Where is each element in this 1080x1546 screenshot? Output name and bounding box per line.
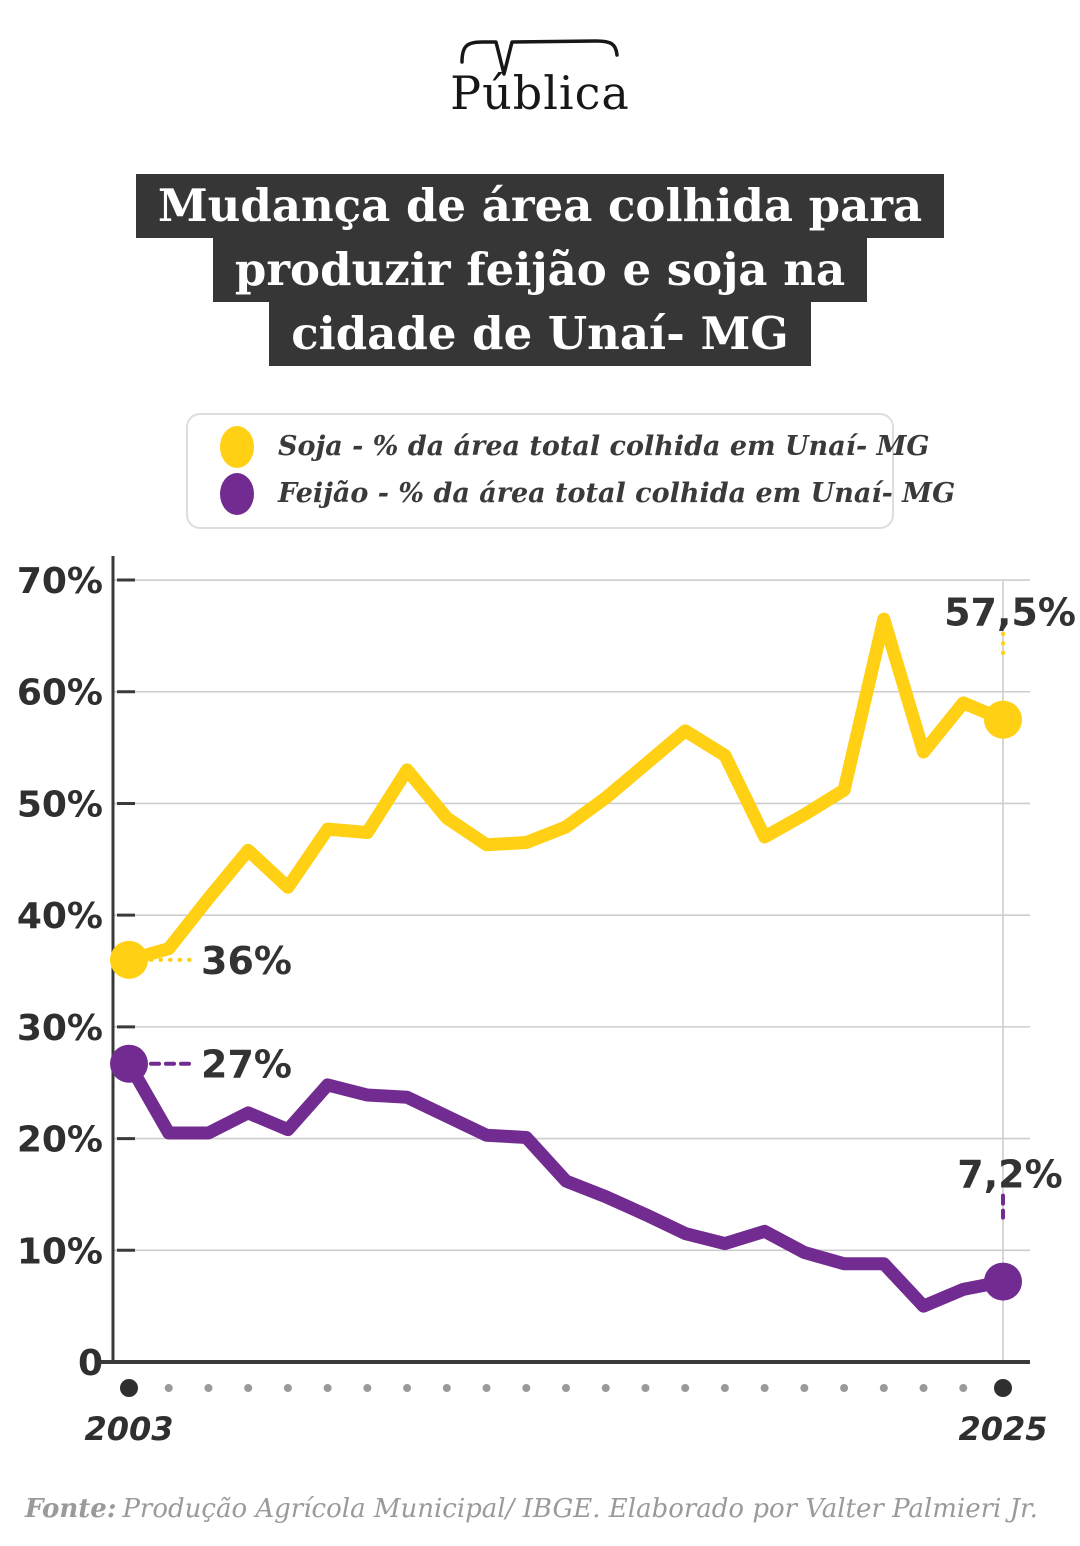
ytick-label-50: 50%: [17, 784, 103, 825]
ytick-label-40: 40%: [17, 896, 103, 937]
year-label-2025: 2025: [958, 1410, 1047, 1448]
source-text: Produção Agrícola Municipal/ IBGE. Elabo…: [122, 1494, 1038, 1524]
source-note: Fonte: Produção Agrícola Municipal/ IBGE.…: [25, 1494, 1038, 1524]
year-dot-minor: [442, 1384, 451, 1392]
soja-start-value-label: 36%: [201, 939, 292, 983]
feijao-end-dot: [983, 1262, 1022, 1301]
year-dot-minor: [363, 1384, 372, 1392]
year-dot-minor: [919, 1384, 928, 1392]
year-dot-minor: [800, 1384, 809, 1392]
legend-box: Soja - % da área total colhida em Unaí- …: [186, 413, 955, 529]
year-dot-minor: [959, 1384, 968, 1392]
title-line-3: cidade de Unaí- MG: [269, 302, 811, 366]
feijao-line: [122, 1057, 1010, 1313]
source-prefix: Fonte:: [25, 1494, 117, 1524]
year-dot-minor: [601, 1384, 610, 1392]
year-dot-minor: [482, 1384, 491, 1392]
publica-logo-wordmark: Pública: [450, 66, 630, 120]
soja-start-dot: [110, 940, 148, 979]
feijao-legend-dot-icon: [220, 472, 254, 515]
year-dot-minor: [403, 1384, 412, 1392]
year-dot-minor: [641, 1384, 650, 1392]
year-dot-minor: [760, 1384, 769, 1392]
title-line-2: produzir feijão e soja na: [212, 238, 868, 302]
ytick-label-70: 70%: [17, 561, 103, 602]
year-dot-2025: [993, 1379, 1012, 1397]
year-dot-minor: [840, 1384, 849, 1392]
soja-legend-label: Soja - % da área total colhida em Unaí- …: [278, 431, 930, 462]
ytick-label-0: 0: [78, 1343, 103, 1384]
year-dot-minor: [681, 1384, 690, 1392]
legend-item-feijao: Feijão - % da área total colhida em Unaí…: [188, 470, 955, 517]
soja-end-dot: [983, 700, 1022, 739]
ytick-label-30: 30%: [17, 1008, 103, 1049]
year-dot-2003: [120, 1379, 138, 1397]
chart-title: Mudança de área colhida para produzir fe…: [0, 174, 1080, 366]
year-dot-minor: [323, 1384, 332, 1392]
year-dot-minor: [244, 1384, 253, 1392]
year-dot-minor: [283, 1384, 292, 1392]
soja-end-value-label: 57,5%: [944, 591, 1076, 635]
year-dot-minor: [879, 1384, 888, 1392]
year-dot-minor: [204, 1384, 213, 1392]
ytick-label-20: 20%: [17, 1120, 103, 1161]
feijao-start-dot: [110, 1044, 148, 1083]
feijao-legend-label: Feijão - % da área total colhida em Unaí…: [278, 478, 956, 509]
ytick-label-60: 60%: [17, 673, 103, 714]
year-label-2003: 2003: [84, 1410, 173, 1448]
publica-logo-brace-icon: [460, 39, 619, 76]
legend-item-soja: Soja - % da área total colhida em Unaí- …: [188, 423, 930, 470]
year-dot-minor: [720, 1384, 729, 1392]
feijao-end-value-label: 7,2%: [957, 1153, 1062, 1197]
year-dot-minor: [164, 1384, 173, 1392]
soja-legend-dot-icon: [220, 425, 254, 468]
ytick-label-10: 10%: [17, 1231, 103, 1272]
title-line-1: Mudança de área colhida para: [135, 174, 945, 238]
year-dot-minor: [522, 1384, 531, 1392]
year-dot-minor: [561, 1384, 570, 1392]
soja-line: [122, 612, 1010, 967]
feijao-start-value-label: 27%: [201, 1043, 292, 1087]
